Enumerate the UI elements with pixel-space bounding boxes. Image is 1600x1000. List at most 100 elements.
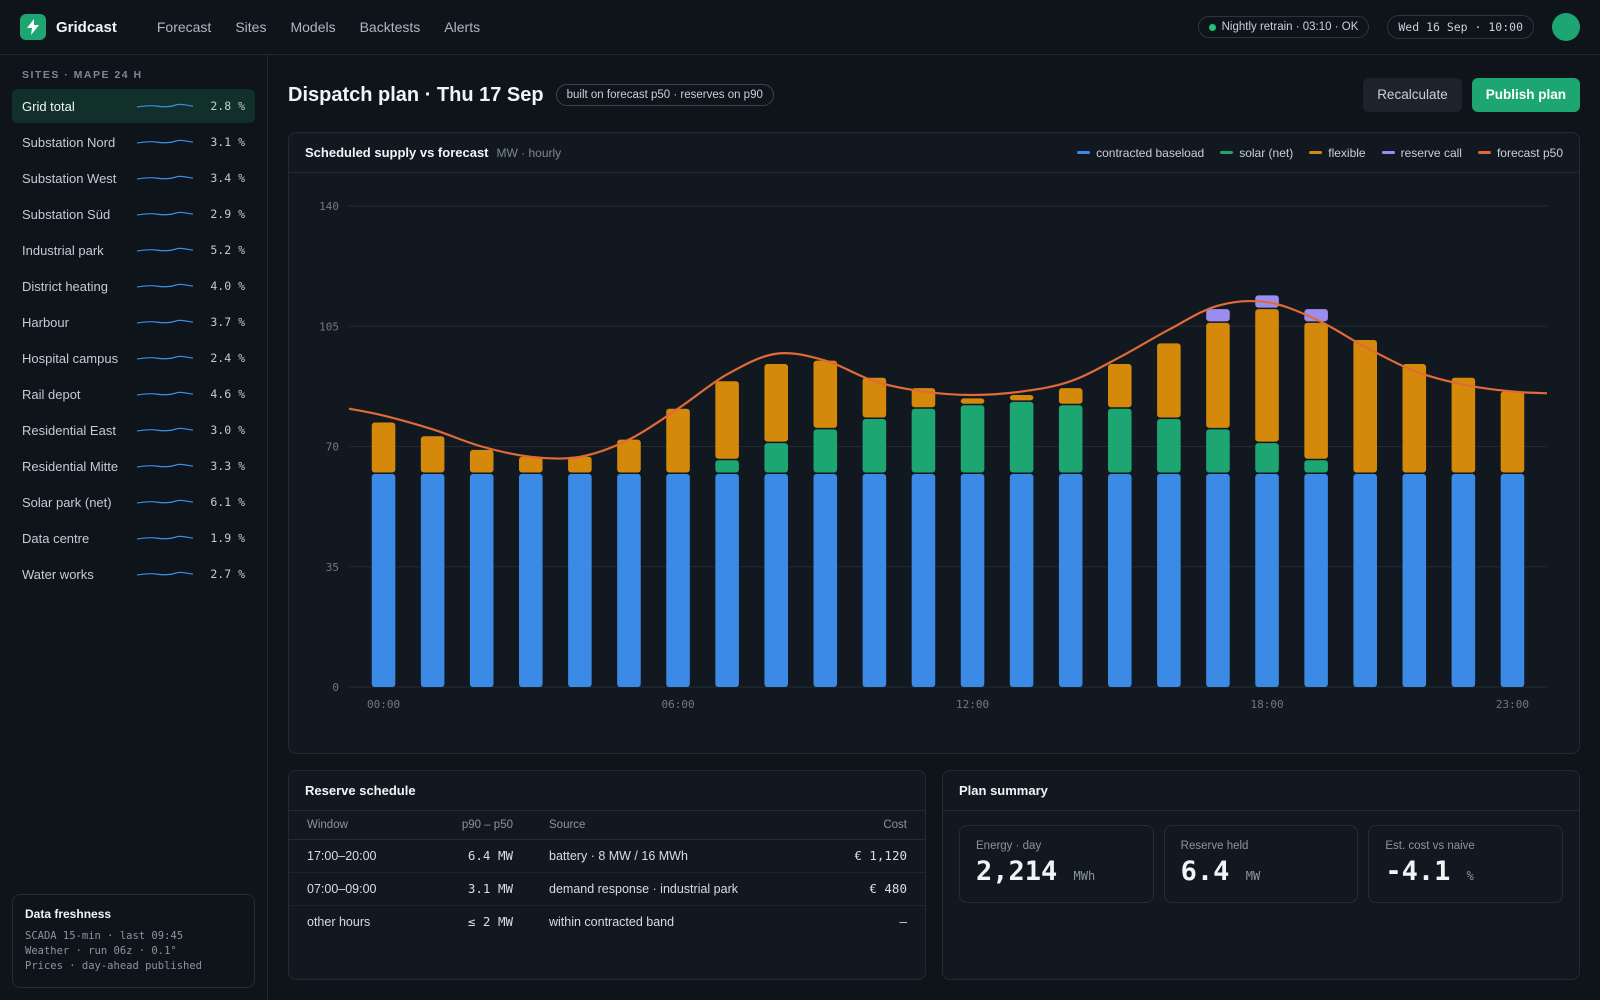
- y-tick-label: 0: [332, 681, 339, 694]
- bar-segment: [1255, 443, 1279, 473]
- cell-window: 07:00–09:00: [289, 872, 422, 906]
- site-mape: 2.8 %: [210, 99, 245, 113]
- bar-segment: [1157, 473, 1181, 687]
- cell-source: within contracted band: [549, 914, 675, 929]
- x-tick-label: 12:00: [956, 698, 989, 711]
- cell-window: other hours: [307, 914, 371, 929]
- data-freshness-title: Data freshness: [25, 907, 112, 921]
- recalculate-button[interactable]: Recalculate: [1363, 78, 1462, 112]
- col-spread: p90 – p50: [421, 811, 531, 840]
- retrain-status[interactable]: Nightly retrain · 03:10 · OK: [1197, 16, 1370, 38]
- nav-forecast[interactable]: Forecast: [156, 19, 212, 35]
- main-content: Dispatch plan · Thu 17 Sep built on fore…: [288, 55, 1580, 980]
- site-name: Solar park (net): [22, 494, 112, 510]
- site-mape: 3.7 %: [210, 315, 245, 329]
- site-name: Residential Mitte: [22, 458, 119, 474]
- bar-segment: [1353, 339, 1377, 473]
- sidebar-item-site[interactable]: Substation Süd 2.9 %: [12, 197, 255, 231]
- sidebar-item-site[interactable]: Harbour 3.7 %: [12, 305, 255, 339]
- legend-swatch: [1220, 151, 1234, 154]
- site-name: Hospital campus: [22, 350, 119, 366]
- bar-segment: [1108, 408, 1132, 473]
- table-header-row: Window p90 – p50 Source Cost: [289, 811, 925, 840]
- bar-segment: [519, 473, 543, 687]
- col-window: Window: [289, 811, 422, 840]
- col-cost: Cost: [813, 811, 925, 840]
- page-header: Dispatch plan · Thu 17 Sep built on fore…: [288, 55, 1580, 135]
- table-row[interactable]: 17:00–20:00 6.4 MW battery · 8 MW / 16 MWh…: [289, 839, 925, 873]
- sidebar-item-site[interactable]: Hospital campus 2.4 %: [12, 341, 255, 375]
- bar-segment: [1058, 388, 1083, 404]
- plan-basis-badge: built on forecast p50 · reserves on p90: [555, 84, 774, 106]
- bar-segment: [1255, 473, 1279, 687]
- legend-solar[interactable]: solar (net): [1220, 146, 1293, 160]
- sidebar-item-site[interactable]: District heating 4.0 %: [12, 269, 255, 303]
- sidebar-item-site[interactable]: Grid total 2.8 %: [12, 89, 255, 123]
- kpi-value: 6.4: [1180, 856, 1230, 887]
- retrain-status-text: Nightly retrain · 03:10 · OK: [1221, 21, 1359, 33]
- datetime-pill[interactable]: Wed 16 Sep · 10:00: [1387, 15, 1534, 39]
- sidebar-item-site[interactable]: Substation Nord 3.1 %: [12, 125, 255, 159]
- sparkline: [136, 427, 194, 432]
- nav-alerts[interactable]: Alerts: [444, 19, 481, 35]
- sidebar-item-site[interactable]: Solar park (net) 6.1 %: [12, 485, 255, 519]
- publish-plan-button[interactable]: Publish plan: [1471, 78, 1580, 112]
- table-row[interactable]: other hours ≤ 2 MW within contracted band —: [289, 905, 925, 938]
- site-name: Rail depot: [22, 386, 81, 402]
- datetime-text: Wed 16 Sep · 10:00: [1398, 20, 1523, 34]
- nav-models[interactable]: Models: [290, 19, 336, 35]
- sidebar-item-site[interactable]: Residential East 3.0 %: [12, 413, 255, 447]
- bar-segment: [1206, 473, 1230, 687]
- avatar[interactable]: [1552, 13, 1580, 41]
- bar-segment: [469, 449, 494, 473]
- table-row[interactable]: 07:00–09:00 3.1 MW demand response · indus…: [289, 872, 925, 906]
- kpi-value: 2,214: [976, 856, 1058, 887]
- bar-segment: [1206, 322, 1230, 428]
- nav-backtests[interactable]: Backtests: [359, 19, 421, 35]
- kpi-value: -4.1: [1385, 856, 1451, 887]
- legend-label: solar (net): [1239, 145, 1294, 160]
- legend-baseload[interactable]: contracted baseload: [1077, 146, 1204, 160]
- bar-segment: [715, 381, 739, 459]
- cell-source: demand response · industrial park: [531, 872, 814, 906]
- sidebar-item-site[interactable]: Water works 2.7 %: [12, 557, 255, 591]
- site-name: Harbour: [22, 314, 69, 330]
- site-name: Water works: [22, 566, 94, 582]
- supply-chart: 0 35 70 105 140 00:00 06:00 12:00 18:00 23:00: [319, 200, 1548, 711]
- bar-segment: [715, 473, 739, 687]
- bar-segment: [1451, 473, 1476, 687]
- sparkline: [136, 499, 194, 504]
- legend-label: forecast p50: [1496, 145, 1563, 160]
- cell-cost: € 480: [813, 872, 925, 906]
- legend-flexible[interactable]: flexible: [1309, 146, 1366, 160]
- bar-segment: [960, 405, 985, 473]
- legend-forecast[interactable]: forecast p50: [1477, 145, 1563, 160]
- sidebar-item-site[interactable]: Residential Mitte 3.3 %: [12, 449, 255, 483]
- sidebar-item-site[interactable]: Rail depot 4.6 %: [12, 377, 255, 411]
- bar-segment: [1500, 391, 1525, 473]
- bar-segment: [813, 429, 838, 473]
- kpi-label: Reserve held: [1180, 840, 1249, 852]
- bar-segment: [1304, 460, 1328, 473]
- bar-segment: [764, 473, 788, 687]
- bar-segment: [1009, 401, 1034, 473]
- sparkline: [136, 283, 194, 288]
- sidebar-item-site[interactable]: Data centre 1.9 %: [12, 521, 255, 555]
- site-name: Industrial park: [22, 242, 104, 258]
- sidebar-item-site[interactable]: Substation West 3.4 %: [12, 161, 255, 195]
- site-name: Grid total: [22, 98, 75, 114]
- sidebar: SITES · MAPE 24 H Grid total 2.8 % Substat…: [0, 55, 268, 1000]
- page-title: Dispatch plan · Thu 17 Sep: [288, 83, 544, 106]
- brand[interactable]: Gridcast: [20, 14, 117, 40]
- data-freshness-panel: Data freshness SCADA 15-min · last 09:45…: [12, 894, 255, 988]
- cell-cost: € 1,120: [813, 839, 925, 873]
- legend-swatch: [1477, 151, 1491, 154]
- site-name: Substation Süd: [22, 206, 111, 222]
- main-nav: Forecast Sites Models Backtests Alerts: [157, 19, 480, 35]
- legend-reserve[interactable]: reserve call: [1381, 146, 1462, 160]
- site-mape: 5.2 %: [210, 243, 245, 257]
- nav-sites[interactable]: Sites: [235, 19, 267, 35]
- sidebar-item-site[interactable]: Industrial park 5.2 %: [12, 233, 255, 267]
- bar-segment: [519, 456, 543, 473]
- x-tick-label: 00:00: [367, 698, 400, 711]
